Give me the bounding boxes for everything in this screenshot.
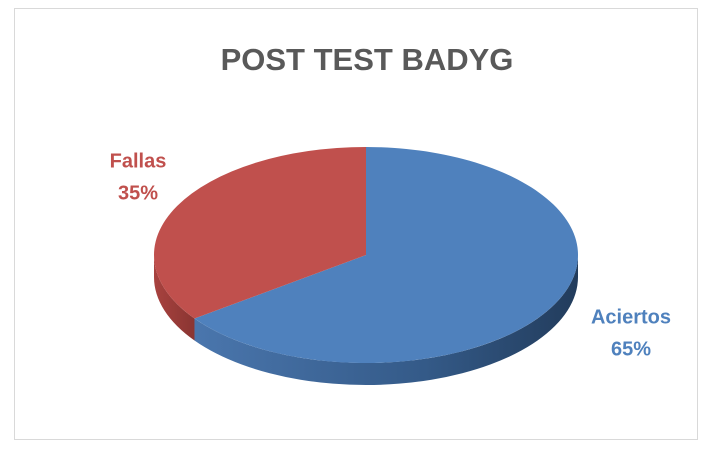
data-label-category: Aciertos [591, 306, 671, 328]
slice-side [194, 255, 578, 385]
data-label-value: 65% [611, 338, 651, 360]
chart-title: POST TEST BADYG [221, 42, 514, 77]
slice [194, 147, 578, 363]
slice [154, 147, 366, 319]
slice-side [154, 255, 195, 341]
data-label-category: Fallas [110, 150, 167, 172]
data-label-value: 35% [118, 182, 158, 204]
